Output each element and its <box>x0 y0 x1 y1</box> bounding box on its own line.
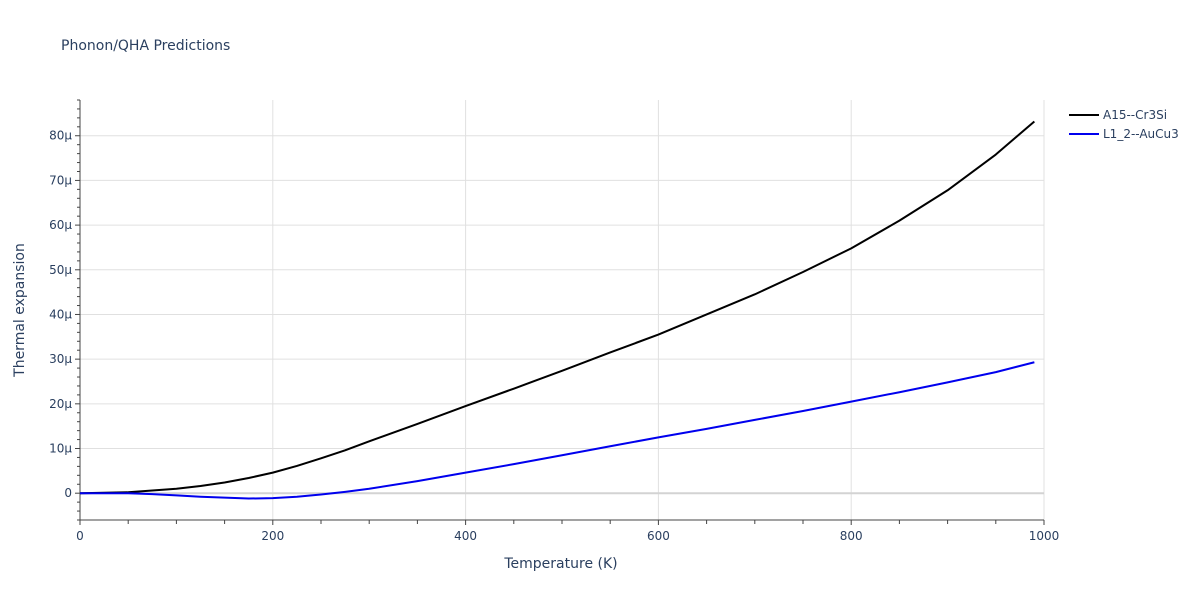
legend-label: L1_2--AuCu3 <box>1103 127 1179 141</box>
x-tick-label: 600 <box>647 529 670 543</box>
plot-area <box>79 120 1036 500</box>
y-tick-label: 50μ <box>49 263 72 277</box>
legend-label: A15--Cr3Si <box>1103 108 1167 122</box>
x-tick-label: 0 <box>76 529 84 543</box>
y-tick-label: 60μ <box>49 218 72 232</box>
x-tick-label: 1000 <box>1029 529 1060 543</box>
legend: A15--Cr3Si L1_2--AuCu3 <box>1069 108 1179 141</box>
y-tick-label: 20μ <box>49 397 72 411</box>
chart-title: Phonon/QHA Predictions <box>61 38 230 54</box>
y-axis-title: Thermal expansion <box>12 243 28 378</box>
legend-item[interactable]: A15--Cr3Si <box>1069 108 1167 122</box>
x-tick-label: 800 <box>840 529 863 543</box>
y-tick-label: 0 <box>64 486 72 500</box>
legend-item[interactable]: L1_2--AuCu3 <box>1069 127 1179 141</box>
x-tick-label: 400 <box>454 529 477 543</box>
y-tick-label: 80μ <box>49 129 72 143</box>
series-line-a15-cr3si <box>79 120 1036 495</box>
grid-lines <box>80 100 1045 520</box>
y-tick-label: 40μ <box>49 307 72 321</box>
x-axis-title: Temperature (K) <box>503 556 617 572</box>
y-tick-label: 70μ <box>49 173 72 187</box>
axes: 0 200 400 600 800 1000 0 10μ 20μ 30μ 40μ 50μ 60μ 70μ 8… <box>49 99 1060 543</box>
x-tick-label: 200 <box>261 529 284 543</box>
y-tick-label: 30μ <box>49 352 72 366</box>
y-tick-label: 10μ <box>49 442 72 456</box>
series-line-l1-2-aucu3 <box>80 361 1035 500</box>
